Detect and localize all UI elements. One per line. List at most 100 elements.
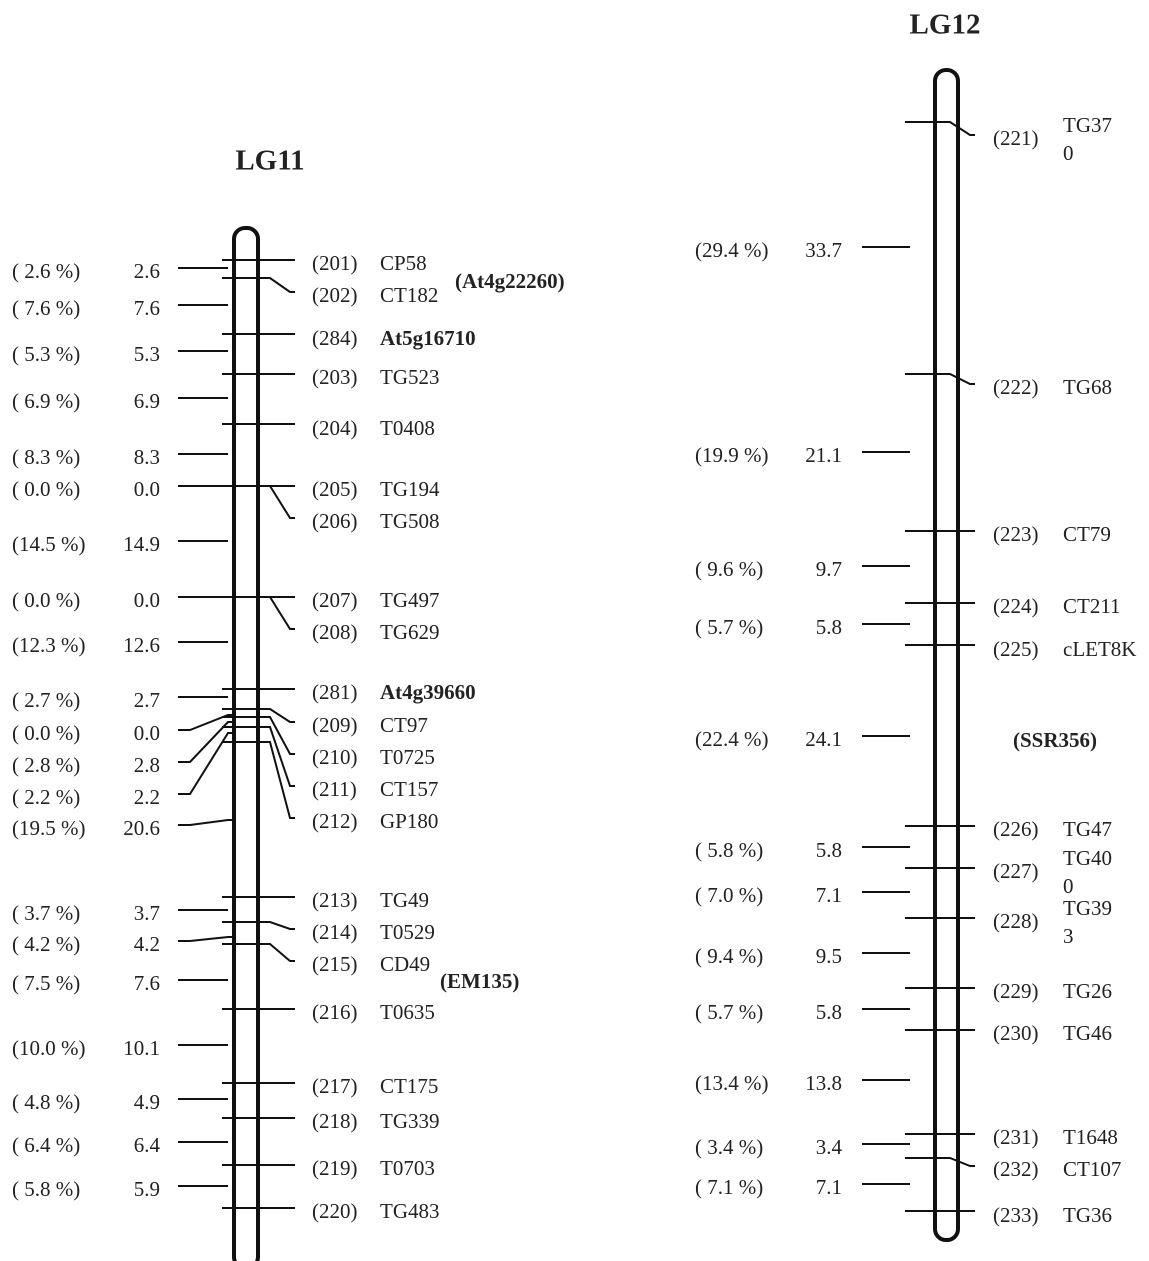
marker-index: (211) [312,777,357,801]
interval-distance: 2.6 [134,259,160,283]
interval-percent: ( 4.2 %) [12,932,80,956]
marker-index: (204) [312,416,358,440]
marker-name: TG40 [1063,846,1112,870]
marker-index: (215) [312,952,358,976]
marker-connector [222,708,295,723]
interval-distance: 0.0 [134,477,160,501]
interval-percent: ( 2.2 %) [12,785,80,809]
interval-percent: (13.4 %) [695,1071,768,1095]
interval-distance: 13.8 [805,1071,842,1095]
interval-percent: ( 7.1 %) [695,1175,763,1199]
marker-connector [222,921,295,930]
marker-index: (217) [312,1074,358,1098]
interval-distance: 2.2 [134,785,160,809]
annotation: (SSR356) [1013,728,1097,752]
interval-percent: (14.5 %) [12,532,85,556]
interval-percent: ( 7.5 %) [12,971,80,995]
interval-percent: (12.3 %) [12,633,85,657]
interval-percent: ( 5.8 %) [12,1177,80,1201]
interval-distance: 21.1 [805,443,842,467]
marker-name: CT211 [1063,594,1121,618]
interval-percent: ( 0.0 %) [12,588,80,612]
marker-connector [905,1157,975,1167]
interval-distance: 7.1 [816,1175,842,1199]
interval-distance: 3.4 [816,1135,843,1159]
interval-percent: ( 7.0 %) [695,883,763,907]
marker-name: CD49 [380,952,430,976]
interval-distance: 7.6 [134,971,160,995]
interval-connector [178,732,234,795]
marker-index: (284) [312,326,358,350]
marker-name: CT79 [1063,522,1111,546]
marker-connector [222,741,295,819]
marker-index: (281) [312,680,358,704]
marker-index: (210) [312,745,358,769]
marker-index: (209) [312,713,358,737]
marker-index: (231) [993,1125,1039,1149]
marker-name: 0 [1063,874,1074,898]
marker-name: TG36 [1063,1203,1112,1227]
marker-name: T0408 [380,416,435,440]
interval-percent: ( 4.8 %) [12,1090,80,1114]
marker-name: CT97 [380,713,428,737]
marker-index: (226) [993,817,1039,841]
marker-name: T1648 [1063,1125,1118,1149]
marker-index: (230) [993,1021,1039,1045]
marker-name: At5g16710 [380,326,476,350]
chromosome [933,68,960,1242]
marker-index: (223) [993,522,1039,546]
interval-distance: 4.2 [134,932,160,956]
interval-percent: (19.9 %) [695,443,768,467]
interval-distance: 5.8 [816,838,842,862]
marker-connector [222,943,295,962]
interval-distance: 10.1 [123,1036,160,1060]
interval-connector [178,714,234,731]
marker-index: (229) [993,979,1039,1003]
marker-index: (212) [312,809,358,833]
marker-name: TG49 [380,888,429,912]
marker-index: (232) [993,1157,1039,1181]
marker-index: (218) [312,1109,358,1133]
interval-distance: 8.3 [134,445,160,469]
interval-percent: (10.0 %) [12,1036,85,1060]
interval-connector [178,936,234,942]
marker-connector [222,596,295,630]
interval-percent: ( 5.7 %) [695,1000,763,1024]
marker-name: CT157 [380,777,438,801]
marker-index: (220) [312,1199,358,1223]
marker-index: (224) [993,594,1039,618]
marker-name: GP180 [380,809,438,833]
interval-distance: 7.1 [816,883,842,907]
interval-distance: 2.7 [134,688,160,712]
interval-distance: 0.0 [134,588,160,612]
marker-index: (221) [993,126,1039,150]
interval-percent: (29.4 %) [695,238,768,262]
interval-distance: 5.8 [816,615,842,639]
marker-index: (227) [993,859,1039,883]
interval-percent: ( 5.8 %) [695,838,763,862]
marker-name: TG483 [380,1199,440,1223]
interval-distance: 5.3 [134,342,160,366]
marker-name: TG194 [380,477,440,501]
interval-connector [178,721,234,763]
interval-distance: 5.9 [134,1177,160,1201]
marker-index: (216) [312,1000,358,1024]
interval-distance: 9.5 [816,944,842,968]
marker-connector [905,121,975,136]
marker-index: (207) [312,588,358,612]
interval-distance: 20.6 [123,816,160,840]
marker-name: T0703 [380,1156,435,1180]
interval-distance: 6.4 [134,1133,161,1157]
marker-name: CP58 [380,251,427,275]
group-title: LG12 [910,9,981,41]
marker-name: T0725 [380,745,435,769]
marker-connector [222,277,295,293]
annotation: (At4g22260) [455,269,565,293]
marker-name: TG497 [380,588,440,612]
interval-percent: ( 2.6 %) [12,259,80,283]
interval-percent: ( 8.3 %) [12,445,80,469]
marker-index: (219) [312,1156,358,1180]
interval-percent: ( 9.4 %) [695,944,763,968]
interval-distance: 33.7 [805,238,842,262]
marker-index: (202) [312,283,358,307]
